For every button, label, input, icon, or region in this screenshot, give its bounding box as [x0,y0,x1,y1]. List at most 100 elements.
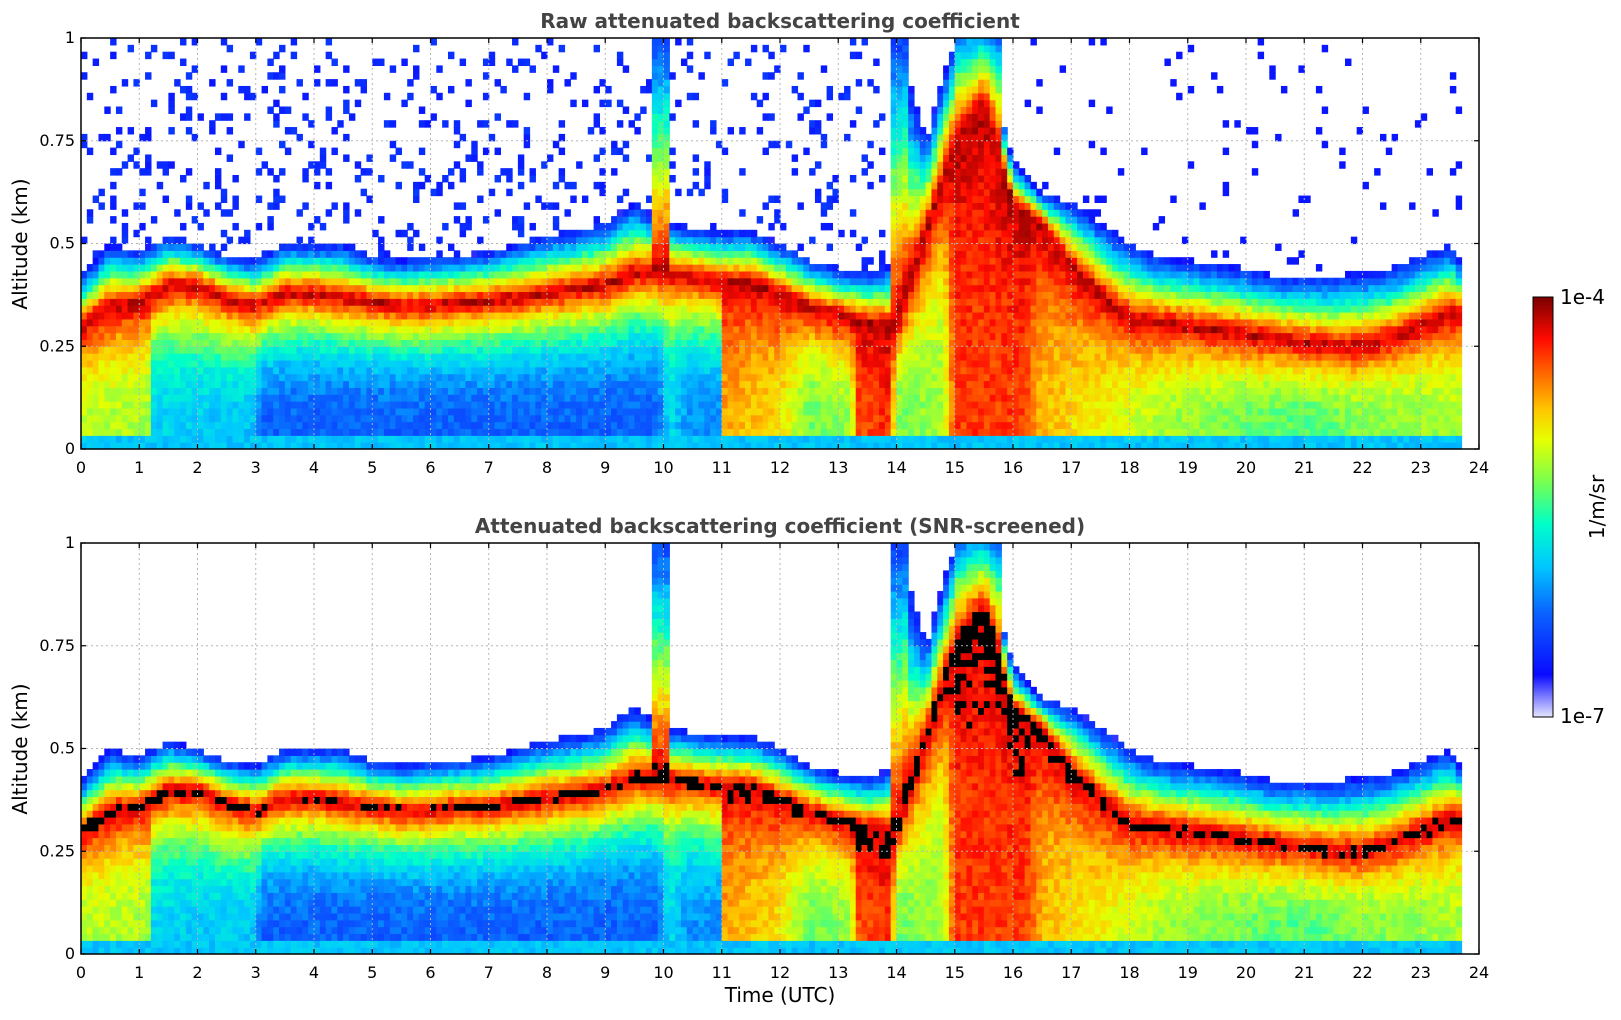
heatmap-cell [378,339,385,347]
heatmap-cell [849,401,857,409]
heatmap-cell [797,380,804,388]
heatmap-cell [861,366,868,375]
heatmap-cell [81,346,88,354]
heatmap-cell [378,414,385,423]
heatmap-cell [750,442,758,449]
heatmap-cell [459,401,467,409]
heatmap-cell [180,414,187,423]
heatmap-cell [500,373,507,382]
heatmap-cell [383,284,391,293]
heatmap-cell [168,92,175,101]
heatmap-cell [447,270,455,279]
heatmap-cell [407,353,414,361]
heatmap-cell [232,366,239,375]
heatmap-cell [721,346,729,354]
heatmap-cell [587,250,595,258]
heatmap-cell [424,428,432,436]
heatmap-cell [710,312,717,320]
heatmap-cell [290,257,298,265]
heatmap-cell [686,366,694,375]
heatmap-cell [820,318,828,327]
heatmap-cell [739,229,746,238]
heatmap-cell [622,65,630,73]
heatmap-cell [698,284,705,293]
heatmap-cell [651,195,659,203]
heatmap-cell [121,421,129,430]
heatmap-cell [238,359,245,368]
heatmap-cell [715,257,723,265]
heatmap-cell [844,373,851,382]
heatmap-cell [214,394,222,402]
heatmap-cell [570,414,577,423]
heatmap-cell [634,209,641,217]
heatmap-cell [552,243,560,251]
heatmap-cell [809,168,816,176]
heatmap-cell [150,353,158,361]
heatmap-cell [447,353,455,361]
heatmap-cell [715,277,723,286]
heatmap-cell [512,291,519,299]
heatmap-cell [908,442,915,449]
heatmap-cell [564,346,571,354]
heatmap-cell [465,298,472,306]
heatmap-cell [651,353,659,361]
heatmap-cell [890,147,898,156]
heatmap-cell [692,401,700,409]
heatmap-cell [104,257,111,265]
heatmap-cell [552,222,560,231]
heatmap-cell [191,359,199,368]
heatmap-cell [517,359,525,368]
heatmap-cell [121,346,129,354]
heatmap-cell [570,442,577,449]
heatmap-cell [86,435,94,443]
heatmap-cell [430,305,437,313]
heatmap-cell [401,407,408,416]
heatmap-cell [104,414,111,423]
heatmap-cell [727,442,734,449]
heatmap-cell [255,366,263,375]
heatmap-cell [547,332,554,340]
heatmap-cell [197,312,204,320]
heatmap-cell [768,264,775,272]
heatmap-cell [110,257,117,265]
heatmap-cell [762,298,769,306]
heatmap-cell [663,188,670,197]
heatmap-cell [133,353,140,361]
heatmap-cell [401,264,408,272]
heatmap-cell [337,120,344,128]
heatmap-cell [570,318,577,327]
heatmap-cell [902,38,909,46]
heatmap-cell [115,414,123,423]
heatmap-cell [611,359,618,368]
heatmap-cell [634,346,641,354]
heatmap-cell [500,250,507,258]
heatmap-cell [564,229,571,238]
heatmap-cell [104,277,111,286]
heatmap-cell [162,291,169,299]
heatmap-cell [657,373,665,382]
heatmap-cell [680,58,688,66]
heatmap-cell [290,339,298,347]
heatmap-cell [477,387,484,395]
heatmap-cell [150,407,158,416]
heatmap-cell [599,243,606,251]
heatmap-cell [162,51,169,60]
heatmap-cell [838,318,845,327]
heatmap-cell [826,270,834,279]
heatmap-cell [669,250,676,258]
heatmap-cell [494,277,501,286]
heatmap-cell [226,277,234,286]
heatmap-cell [564,236,571,245]
heatmap-cell [389,284,397,293]
heatmap-cell [220,428,228,436]
heatmap-cell [535,387,542,395]
heatmap-cell [308,277,315,286]
heatmap-cell [185,270,193,279]
heatmap-cell [541,284,548,293]
heatmap-cell [110,373,117,382]
heatmap-cell [168,298,175,306]
heatmap-cell [447,51,455,60]
heatmap-cell [185,428,193,436]
heatmap-cell [762,277,769,286]
heatmap-cell [191,284,199,293]
